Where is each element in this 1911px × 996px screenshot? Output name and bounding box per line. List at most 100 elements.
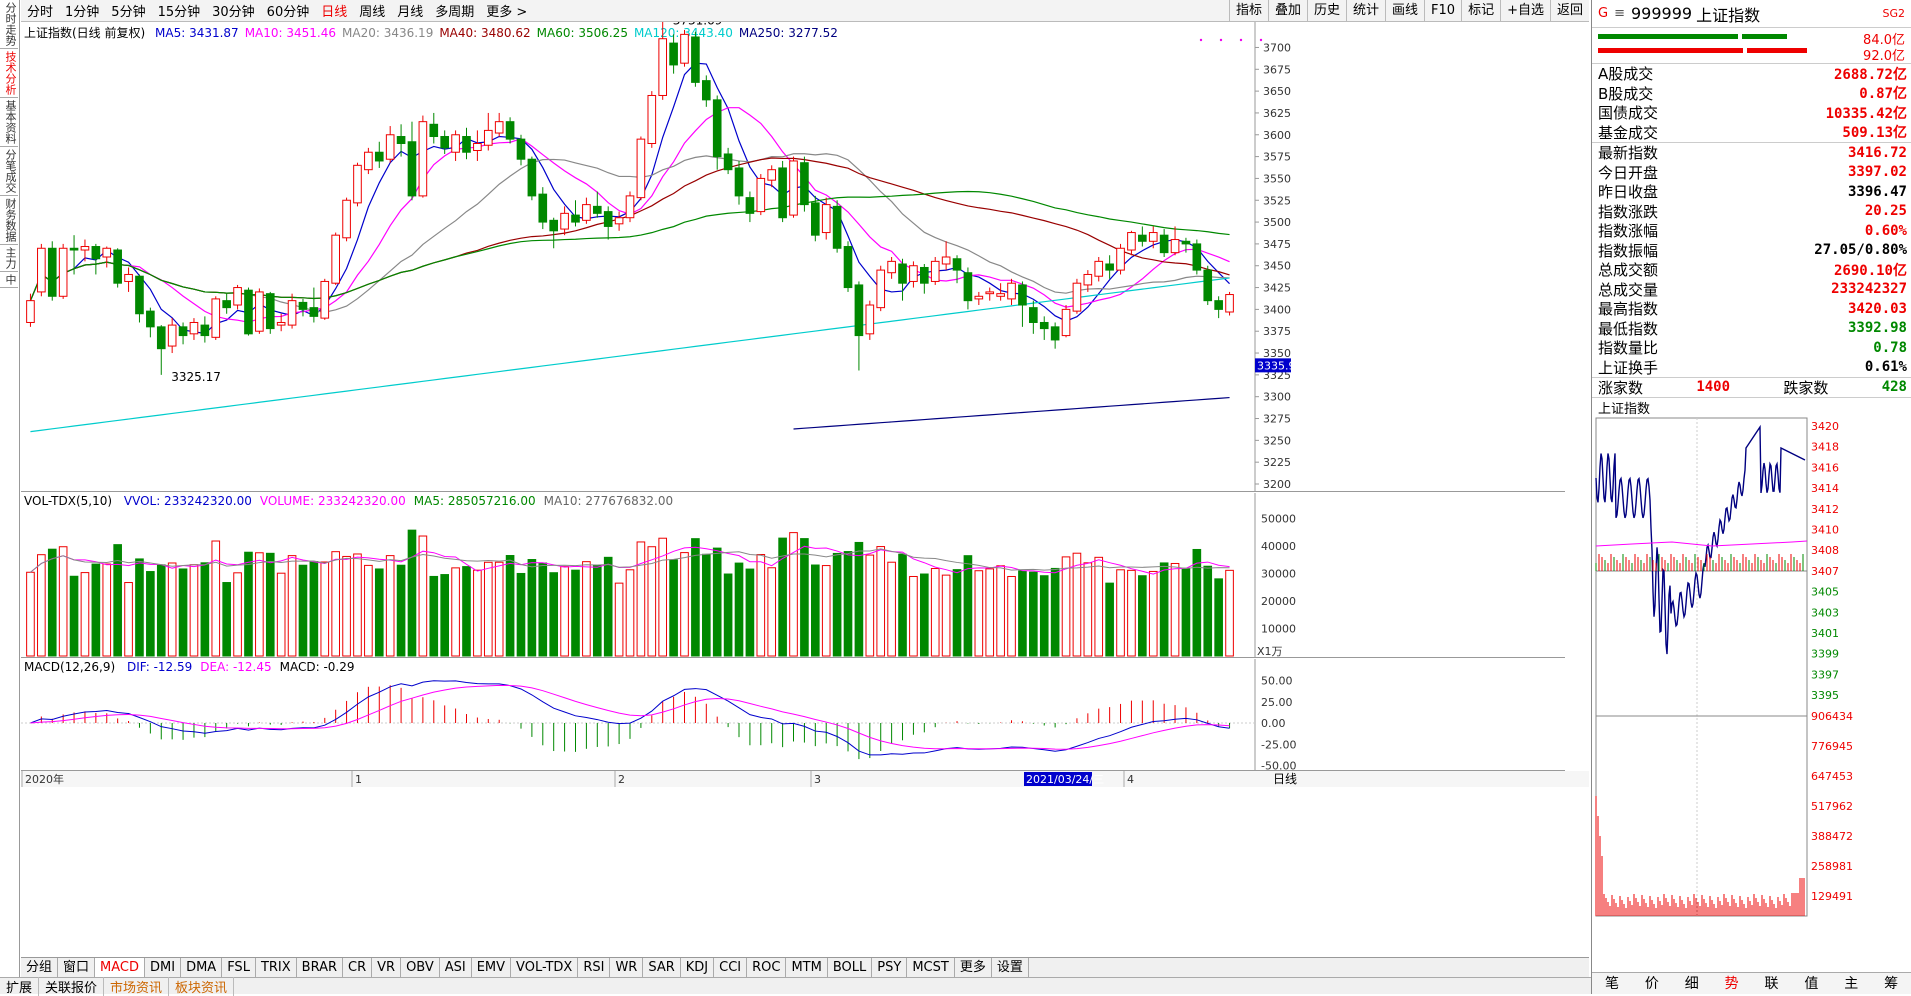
period-3[interactable]: 15分钟 [157, 5, 201, 20]
status-item-3[interactable]: 板块资讯 [169, 976, 235, 996]
volume-chart[interactable]: 50000 40000 30000 20000 10000 X1万 [21, 493, 1565, 658]
vol-bar-84 [941, 574, 951, 657]
vol-bar-30 [353, 553, 362, 657]
quote-tab-1[interactable]: 价 [1644, 976, 1659, 992]
tool-0[interactable]: 指标 [1228, 0, 1268, 22]
period-6[interactable]: 日线 [321, 5, 348, 20]
vol-bar-4 [69, 575, 79, 657]
stat-label-2: 昨日收盘 [1598, 183, 1659, 202]
tool-3[interactable]: 统计 [1346, 0, 1385, 22]
indicator-tab-17[interactable]: KDJ [681, 958, 715, 977]
quote-tab-5[interactable]: 值 [1804, 976, 1819, 992]
indicator-tab-4[interactable]: DMA [181, 958, 223, 977]
stat-value-11: 0.61% [1864, 359, 1907, 376]
intraday-chart[interactable]: 3420 3418 3416 3414 3412 3410 3408 3407 3405 3403… [1592, 416, 1911, 956]
quote-tab-6[interactable]: 主 [1844, 976, 1859, 992]
candle-8 [113, 249, 122, 284]
quote-tab-2[interactable]: 细 [1684, 976, 1699, 992]
indicator-tab-20[interactable]: MTM [786, 958, 828, 977]
indicator-tab-23[interactable]: MCST [907, 958, 955, 977]
vol-bar-62 [701, 553, 711, 657]
vol-bar-60 [680, 552, 689, 657]
period-2[interactable]: 5分钟 [111, 5, 146, 20]
quote-tab-3[interactable]: 势 [1724, 976, 1739, 992]
tool-5[interactable]: F10 [1424, 0, 1461, 22]
vol-bar-49 [560, 566, 569, 657]
macd-panel[interactable]: MACD(12,26,9) DIF: -12.59 DEA: -12.45 MACD… [21, 659, 1565, 771]
left-tab-0[interactable]: 分时走势 [0, 0, 18, 49]
stat-value-1: 3397.02 [1847, 164, 1907, 181]
indicator-tab-19[interactable]: ROC [747, 958, 787, 977]
tool-7[interactable]: +自选 [1500, 0, 1550, 22]
indicator-tab-10[interactable]: OBV [401, 958, 440, 977]
price-tick-1: 3675 [1263, 63, 1291, 76]
macd-chart[interactable]: 50.00 25.00 0.00 -25.00 -50.00 [21, 659, 1565, 771]
indicator-tab-8[interactable]: CR [343, 958, 373, 977]
left-tab-2[interactable]: 基本资料 [0, 98, 18, 147]
candle-27 [320, 280, 330, 319]
indicator-tab-5[interactable]: FSL [222, 958, 256, 977]
candle-14 [178, 326, 188, 337]
indicator-tab-6[interactable]: TRIX [256, 958, 297, 977]
indicator-tab-12[interactable]: EMV [472, 958, 512, 977]
indicator-tab-2[interactable]: MACD [95, 958, 145, 977]
status-item-2[interactable]: 市场资讯 [104, 976, 170, 996]
indicator-tab-11[interactable]: ASI [440, 958, 472, 977]
vol-bar-20 [244, 551, 253, 657]
candle-53 [603, 211, 613, 227]
candle-45 [516, 138, 526, 160]
candle-50 [571, 214, 580, 223]
indicator-tab-25[interactable]: 设置 [992, 958, 1029, 977]
period-5[interactable]: 60分钟 [266, 5, 310, 20]
candle-63 [712, 99, 722, 158]
indicator-tab-15[interactable]: WR [610, 958, 644, 977]
tool-8[interactable]: 返回 [1549, 0, 1589, 22]
indicator-tab-22[interactable]: PSY [872, 958, 908, 977]
ma-legend: 上证指数(日线 前复权) MA5: 3431.87 MA10: 3451.46 MA… [24, 24, 844, 41]
indicator-tab-3[interactable]: DMI [145, 958, 182, 977]
kline-chart[interactable]: 3731.69 3325.17 3700 3675 3650 3625 3600 3575 35… [21, 22, 1565, 492]
indicator-tab-21[interactable]: BOLL [828, 958, 873, 977]
turnover-value-1: 0.87亿 [1859, 86, 1907, 103]
indicator-tab-18[interactable]: CCI [714, 958, 748, 977]
period-8[interactable]: 月线 [397, 5, 424, 20]
indicator-tab-13[interactable]: VOL-TDX [511, 958, 579, 977]
period-0[interactable]: 分时 [27, 5, 54, 20]
indicator-tab-9[interactable]: VR [372, 958, 402, 977]
status-item-1[interactable]: 关联报价 [39, 976, 105, 996]
indicator-tab-24[interactable]: 更多 [955, 958, 992, 977]
candle-99 [1105, 263, 1114, 271]
period-1[interactable]: 1分钟 [65, 5, 100, 20]
quote-tab-7[interactable]: 筹 [1884, 976, 1899, 992]
tool-6[interactable]: 标记 [1461, 0, 1500, 22]
cursor-date: 2021/03/24/三 [1026, 773, 1104, 786]
indicator-tab-0[interactable]: 分组 [21, 958, 59, 977]
status-item-0[interactable]: 扩展 [0, 976, 40, 996]
tool-2[interactable]: 历史 [1306, 0, 1346, 22]
left-tab-6[interactable]: 中 [0, 272, 18, 288]
indicator-tab-1[interactable]: 窗口 [58, 958, 96, 977]
indicator-tab-14[interactable]: RSI [578, 958, 611, 977]
left-tab-4[interactable]: 财务数据 [0, 196, 18, 245]
quote-tab-4[interactable]: 联 [1764, 976, 1779, 992]
left-tab-5[interactable]: 主力 [0, 245, 18, 272]
period-9[interactable]: 多周期 [435, 5, 475, 20]
menu-icon[interactable]: ≡ [1614, 6, 1625, 21]
quote-tab-0[interactable]: 笔 [1604, 976, 1619, 992]
indicator-tab-16[interactable]: SAR [643, 958, 681, 977]
indicator-tab-7[interactable]: BRAR [297, 958, 344, 977]
low-label: 3325.17 [171, 370, 221, 384]
period-4[interactable]: 30分钟 [212, 5, 255, 20]
candle-94 [1050, 326, 1060, 341]
kline-panel[interactable]: 上证指数(日线 前复权) MA5: 3431.87 MA10: 3451.46 MA… [21, 22, 1565, 492]
tool-1[interactable]: 叠加 [1267, 0, 1307, 22]
left-tab-1[interactable]: 技术分析 [0, 49, 18, 98]
price-tick-13: 3375 [1263, 325, 1291, 338]
tool-4[interactable]: 画线 [1385, 0, 1424, 22]
left-tab-3[interactable]: 分笔成交 [0, 147, 18, 196]
period-10[interactable]: 更多 > [486, 5, 528, 20]
volume-panel[interactable]: VOL-TDX(5,10) VVOL: 233242320.00 VOLUME: … [21, 493, 1565, 658]
candle-88 [985, 291, 995, 295]
period-7[interactable]: 周线 [359, 5, 386, 20]
ma-line-120 [30, 277, 1230, 433]
